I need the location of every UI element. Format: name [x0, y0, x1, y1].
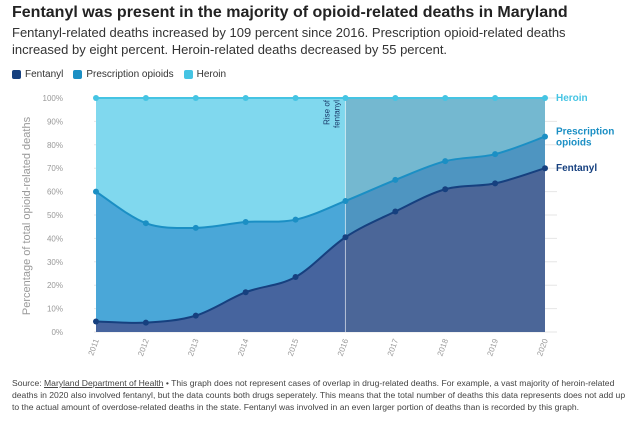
y-tick-label: 50%: [47, 211, 63, 220]
y-tick-label: 100%: [43, 94, 63, 103]
series-areas: [96, 98, 545, 332]
y-tick-label: 10%: [47, 305, 63, 314]
point-prescription-2020: [542, 133, 548, 140]
end-label-heroin: Heroin: [556, 93, 588, 104]
end-label-fentanyl: Fentanyl: [556, 163, 597, 174]
series-points: [93, 95, 548, 326]
point-heroin-2013: [192, 95, 199, 101]
point-fentanyl-2014: [242, 289, 249, 296]
legend-swatch-heroin: [183, 70, 193, 79]
legend-swatch-fentanyl: [12, 70, 21, 79]
x-tick-label: 2012: [136, 337, 151, 357]
point-prescription-2017: [392, 176, 399, 183]
legend-item-heroin[interactable]: Heroin: [183, 69, 227, 80]
y-tick-label: 70%: [47, 164, 63, 173]
line-fentanyl: [95, 167, 546, 324]
chart-title: Fentanyl was present in the majority of …: [12, 4, 568, 21]
area-fentanyl: [96, 168, 545, 332]
point-fentanyl-2013: [192, 312, 199, 319]
chart-subtitle: Fentanyl-related deaths increased by 109…: [12, 25, 566, 57]
y-tick-label: 30%: [47, 258, 63, 267]
line-prescription: [95, 135, 546, 230]
y-tick-label: 90%: [47, 117, 63, 126]
x-axis: 2011 2012 2013 2014 2015 2016 2017 2018 2019 2020: [87, 337, 551, 357]
legend-label-heroin: Heroin: [196, 69, 227, 80]
x-tick-label: 2011: [87, 337, 102, 357]
legend-item-fentanyl[interactable]: Fentanyl: [12, 69, 63, 80]
x-tick-label: 2014: [236, 337, 251, 357]
y-tick-label: 0%: [51, 328, 63, 337]
point-heroin-2015: [292, 95, 299, 101]
y-tick-label: 80%: [47, 141, 63, 150]
y-axis: 0% 10% 20% 30% 40% 50% 60% 70% 80% 90% 100%: [43, 94, 63, 337]
point-prescription-2015: [292, 216, 299, 223]
y-tick-label: 20%: [47, 281, 63, 290]
point-fentanyl-2015: [292, 274, 299, 281]
legend: Fentanyl Prescription opioids Heroin: [12, 69, 226, 80]
point-heroin-2017: [392, 95, 399, 101]
point-fentanyl-2020: [542, 165, 548, 172]
point-fentanyl-2012: [142, 319, 149, 326]
x-tick-label: 2017: [386, 337, 401, 357]
legend-swatch-prescription: [73, 70, 83, 79]
end-label-prescription-line1: Prescription: [556, 127, 614, 138]
area-chart: Rise of fentanyl 0% 10% 20% 30% 40% 50% 60% 70% 8…: [21, 93, 614, 357]
x-tick-label: 2015: [286, 337, 301, 357]
point-fentanyl-2018: [442, 186, 449, 193]
point-prescription-2019: [492, 151, 499, 158]
point-prescription-2013: [192, 224, 199, 231]
point-fentanyl-2011: [93, 318, 99, 325]
point-prescription-2016: [342, 197, 349, 204]
point-fentanyl-2016: [342, 234, 349, 241]
source-link[interactable]: Maryland Department of Health: [44, 378, 164, 388]
point-prescription-2012: [142, 220, 149, 227]
point-fentanyl-2017: [392, 208, 399, 215]
annotation-rise: Rise of: [322, 99, 331, 125]
point-heroin-2019: [492, 95, 499, 101]
point-heroin-2016: [342, 95, 349, 101]
y-axis-label: Percentage of total opioid-related death…: [21, 116, 33, 315]
y-tick-label: 40%: [47, 234, 63, 243]
annotation-fentanyl: fentanyl: [332, 100, 341, 128]
point-heroin-2020: [542, 95, 548, 101]
point-prescription-2011: [93, 188, 99, 195]
point-heroin-2011: [93, 95, 99, 101]
point-prescription-2018: [442, 158, 449, 165]
point-heroin-2014: [242, 95, 249, 101]
point-prescription-2014: [242, 219, 249, 226]
x-tick-label: 2020: [535, 337, 550, 357]
point-heroin-2018: [442, 95, 449, 101]
source-prefix: Source:: [12, 378, 45, 388]
point-fentanyl-2019: [492, 180, 499, 187]
x-tick-label: 2016: [336, 337, 351, 357]
x-tick-label: 2018: [436, 337, 451, 357]
end-label-prescription-line2: opioids: [556, 138, 592, 149]
x-tick-label: 2013: [186, 337, 201, 357]
series-lines: [95, 97, 546, 324]
legend-label-fentanyl: Fentanyl: [25, 69, 64, 80]
source-text: • This graph does not represent cases of…: [12, 378, 626, 412]
y-tick-label: 60%: [47, 188, 63, 197]
x-tick-label: 2019: [485, 337, 500, 357]
legend-label-prescription: Prescription opioids: [86, 69, 174, 80]
point-heroin-2012: [142, 95, 149, 101]
rise-of-fentanyl-band: [345, 98, 545, 332]
fentanyl-highlight: Rise of fentanyl: [322, 98, 545, 332]
legend-item-prescription[interactable]: Prescription opioids: [73, 69, 174, 80]
source-note: Source: Maryland Department of Health • …: [12, 377, 626, 413]
